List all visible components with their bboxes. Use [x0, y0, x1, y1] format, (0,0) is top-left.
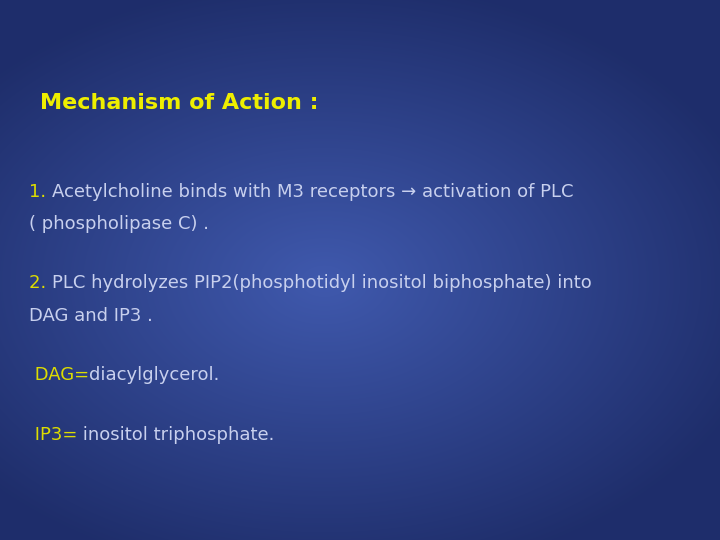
Text: diacylglycerol.: diacylglycerol.: [89, 366, 220, 384]
Text: 2.: 2.: [29, 274, 52, 293]
Text: inositol triphosphate.: inositol triphosphate.: [77, 426, 274, 444]
Text: IP3=: IP3=: [29, 426, 77, 444]
Text: Mechanism of Action :: Mechanism of Action :: [40, 92, 318, 113]
Text: ( phospholipase C) .: ( phospholipase C) .: [29, 215, 209, 233]
Text: Acetylcholine binds with M3 receptors → activation of PLC: Acetylcholine binds with M3 receptors → …: [52, 183, 573, 201]
Text: DAG and IP3 .: DAG and IP3 .: [29, 307, 153, 325]
Text: DAG=: DAG=: [29, 366, 89, 384]
Text: 1.: 1.: [29, 183, 52, 201]
Text: PLC hydrolyzes PIP2(phosphotidyl inositol biphosphate) into: PLC hydrolyzes PIP2(phosphotidyl inosito…: [52, 274, 592, 293]
